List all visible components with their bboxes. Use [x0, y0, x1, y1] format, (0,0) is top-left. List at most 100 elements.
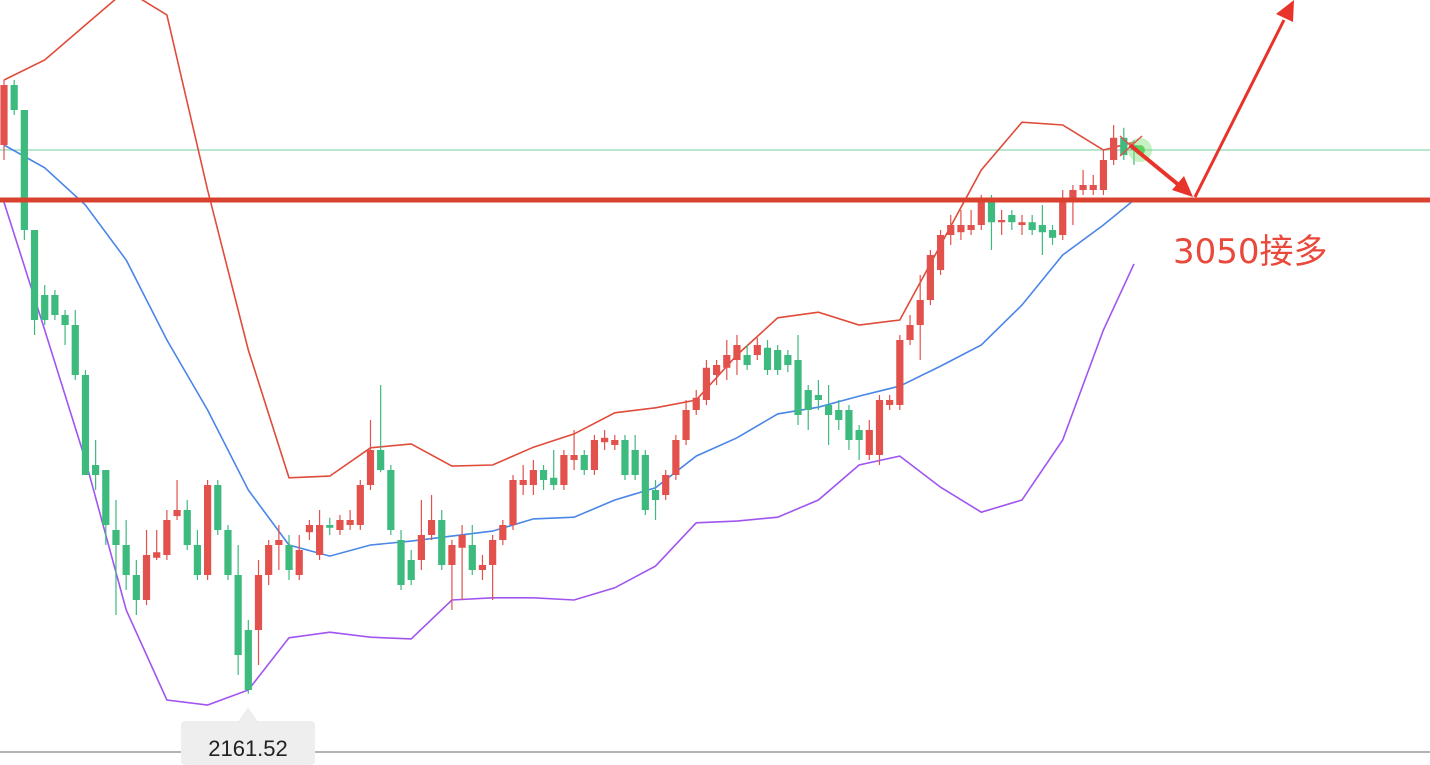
- candle-body: [601, 437, 609, 443]
- candle-body: [763, 347, 772, 370]
- candle-body: [224, 530, 232, 575]
- tag-box: [181, 721, 315, 765]
- candle-body: [539, 470, 548, 480]
- candle-body: [875, 400, 884, 455]
- candle-body: [814, 395, 822, 400]
- candle-body: [947, 225, 955, 235]
- tag-pointer: [238, 707, 258, 722]
- candle-body: [346, 520, 354, 525]
- candle-body: [0, 85, 8, 145]
- candle-body: [275, 540, 283, 545]
- candle-body: [427, 520, 436, 535]
- candle-body: [92, 465, 100, 475]
- candle-body: [1008, 215, 1016, 223]
- candle-body: [438, 520, 446, 565]
- candle-body: [916, 300, 924, 325]
- candle-body: [845, 410, 853, 440]
- candle-body: [824, 405, 833, 415]
- candle-body: [305, 525, 313, 533]
- annotations: [1119, 0, 1294, 198]
- candle-body: [1038, 225, 1046, 233]
- candle-body: [112, 530, 120, 545]
- candle-body: [356, 485, 364, 525]
- candle-body: [926, 255, 934, 300]
- candle-body: [743, 355, 751, 365]
- candle-body: [550, 477, 558, 485]
- candle-body: [1069, 190, 1077, 200]
- candle-body: [987, 200, 996, 223]
- candle-body: [1079, 185, 1087, 190]
- candle-body: [173, 510, 181, 517]
- support-label: 3050接多: [1173, 232, 1328, 272]
- candle-body: [835, 410, 843, 420]
- candle-body: [662, 475, 670, 495]
- candle-body: [71, 325, 79, 375]
- candle-body: [41, 295, 49, 320]
- candle-body: [489, 540, 497, 565]
- candle-body: [611, 440, 619, 445]
- candle-body: [478, 565, 487, 570]
- candle-body: [651, 490, 660, 500]
- candle-body: [1089, 185, 1097, 190]
- candle-body: [10, 85, 18, 110]
- candles: [0, 80, 1138, 694]
- candle-body: [570, 455, 578, 460]
- candle-body: [30, 230, 39, 320]
- candle-body: [896, 340, 904, 405]
- candle-body: [580, 455, 588, 470]
- candle-body: [407, 560, 415, 580]
- candle-body: [153, 552, 161, 558]
- candle-body: [458, 535, 466, 548]
- low-tag: 2161.52: [181, 707, 315, 765]
- candle-body: [804, 390, 812, 410]
- arrow-down: [1128, 143, 1182, 188]
- candle-body: [1110, 137, 1118, 160]
- candle-body: [377, 450, 385, 470]
- candle-body: [183, 510, 191, 545]
- band-line: [3, 201, 1135, 706]
- candle-body: [214, 485, 222, 530]
- candle-body: [122, 545, 130, 575]
- candle-body: [682, 410, 690, 440]
- arrowhead: [1276, 0, 1294, 22]
- band-line: [3, 144, 1135, 557]
- candle-body: [753, 345, 761, 355]
- candle-body: [132, 575, 140, 600]
- candle-body: [713, 365, 721, 375]
- candle-body: [621, 440, 629, 475]
- candle-body: [448, 545, 456, 565]
- candle-body: [560, 455, 568, 485]
- candle-body: [417, 535, 425, 560]
- candle-body: [265, 545, 273, 575]
- candle-body: [315, 525, 324, 555]
- candle-body: [967, 225, 975, 230]
- candle-body: [387, 470, 395, 530]
- candle-body: [733, 345, 741, 360]
- arrowhead: [1172, 176, 1193, 197]
- bands: [3, 0, 1135, 706]
- candle-body: [794, 360, 802, 415]
- candle-body: [957, 225, 965, 233]
- candle-body: [336, 520, 344, 530]
- arrow-up: [1193, 19, 1286, 198]
- candle-body: [51, 295, 59, 315]
- candle-body: [163, 520, 171, 555]
- candle-body: [254, 575, 263, 630]
- candle-body: [244, 630, 252, 690]
- candle-body: [702, 367, 711, 400]
- candle-body: [886, 400, 894, 405]
- candle-body: [204, 485, 212, 575]
- candle-body: [234, 575, 242, 655]
- candle-body: [295, 550, 303, 575]
- candle-body: [142, 555, 151, 600]
- candle-body: [1099, 160, 1108, 190]
- candle-body: [855, 430, 863, 440]
- candle-body: [468, 545, 476, 570]
- candle-body: [936, 235, 945, 270]
- candle-body: [397, 540, 405, 585]
- candle-body: [1048, 230, 1057, 238]
- candle-body: [774, 350, 782, 370]
- candle-body: [61, 315, 69, 325]
- candle-body: [509, 480, 517, 525]
- candle-body: [193, 545, 202, 575]
